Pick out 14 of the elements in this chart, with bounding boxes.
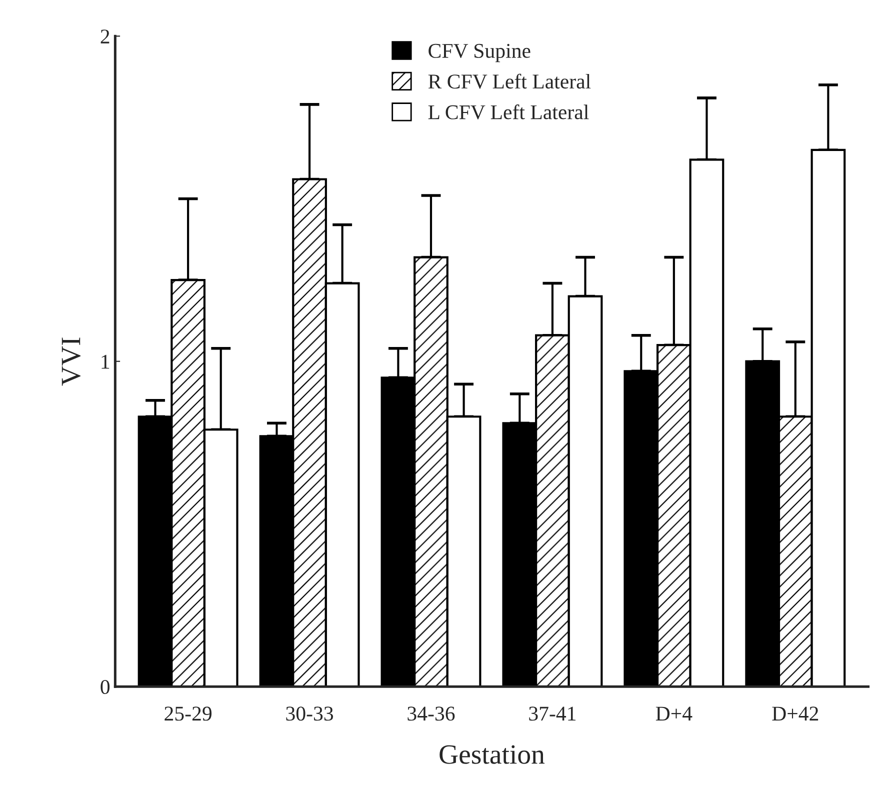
x-tick-label: D+42	[772, 706, 818, 721]
x-tick-label: 30-33	[286, 706, 334, 721]
x-axis-title: Gestation	[440, 745, 545, 764]
y-axis-title: VVI	[62, 338, 81, 386]
y-tick-label: 0	[100, 680, 110, 694]
x-tick-label: 25-29	[164, 706, 212, 721]
legend-label: L CFV Left Lateral	[428, 104, 589, 120]
y-tick-label: 2	[100, 30, 110, 44]
x-tick-label: 37-41	[529, 706, 576, 721]
legend-label: R CFV Left Lateral	[428, 74, 591, 89]
x-tick-label: 34-36	[408, 706, 455, 721]
y-tick-label: 1	[102, 354, 110, 369]
legend-label: CFV Supine	[428, 44, 530, 62]
x-tick-label: D+4	[656, 706, 692, 721]
